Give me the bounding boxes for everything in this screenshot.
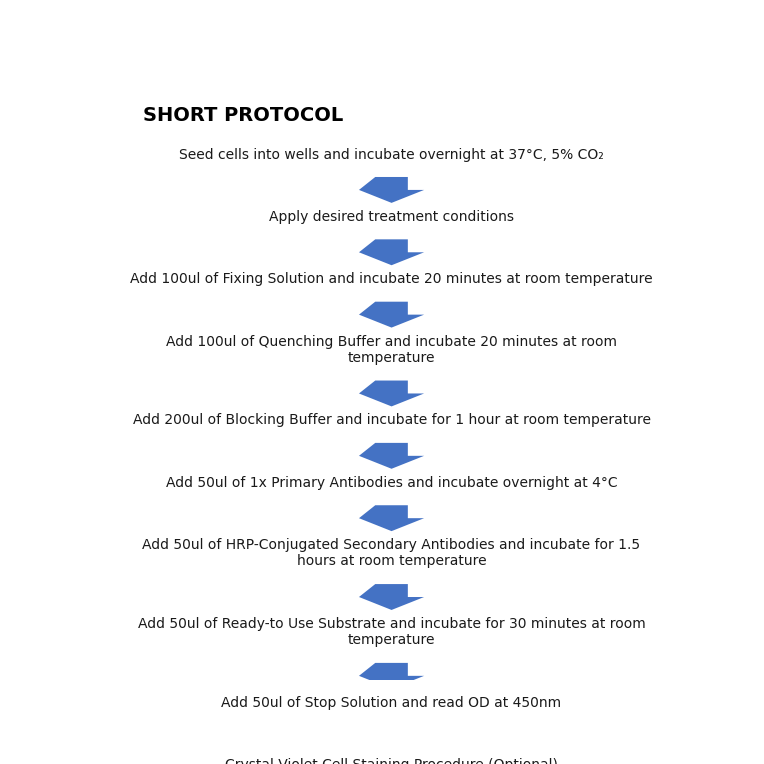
Polygon shape bbox=[359, 443, 424, 469]
Text: Add 100ul of Quenching Buffer and incubate 20 minutes at room
temperature: Add 100ul of Quenching Buffer and incuba… bbox=[166, 335, 617, 365]
Text: Apply desired treatment conditions: Apply desired treatment conditions bbox=[269, 210, 514, 224]
Polygon shape bbox=[359, 725, 424, 751]
Polygon shape bbox=[359, 239, 424, 265]
Text: Add 50ul of HRP-Conjugated Secondary Antibodies and incubate for 1.5
hours at ro: Add 50ul of HRP-Conjugated Secondary Ant… bbox=[143, 538, 640, 568]
Text: Crystal Violet Cell Staining Procedure (Optional): Crystal Violet Cell Staining Procedure (… bbox=[225, 758, 558, 764]
Text: Add 50ul of 1x Primary Antibodies and incubate overnight at 4°C: Add 50ul of 1x Primary Antibodies and in… bbox=[166, 476, 617, 490]
Polygon shape bbox=[359, 302, 424, 328]
Polygon shape bbox=[359, 584, 424, 610]
Polygon shape bbox=[359, 663, 424, 689]
Text: Seed cells into wells and incubate overnight at 37°C, 5% CO₂: Seed cells into wells and incubate overn… bbox=[180, 147, 604, 161]
Polygon shape bbox=[359, 177, 424, 203]
Text: Add 200ul of Blocking Buffer and incubate for 1 hour at room temperature: Add 200ul of Blocking Buffer and incubat… bbox=[132, 413, 651, 428]
Text: Add 100ul of Fixing Solution and incubate 20 minutes at room temperature: Add 100ul of Fixing Solution and incubat… bbox=[130, 272, 653, 286]
Polygon shape bbox=[359, 380, 424, 406]
Text: Add 50ul of Stop Solution and read OD at 450nm: Add 50ul of Stop Solution and read OD at… bbox=[222, 696, 562, 710]
Text: SHORT PROTOCOL: SHORT PROTOCOL bbox=[143, 106, 343, 125]
Polygon shape bbox=[359, 505, 424, 531]
Text: Add 50ul of Ready-to Use Substrate and incubate for 30 minutes at room
temperatu: Add 50ul of Ready-to Use Substrate and i… bbox=[138, 617, 646, 647]
